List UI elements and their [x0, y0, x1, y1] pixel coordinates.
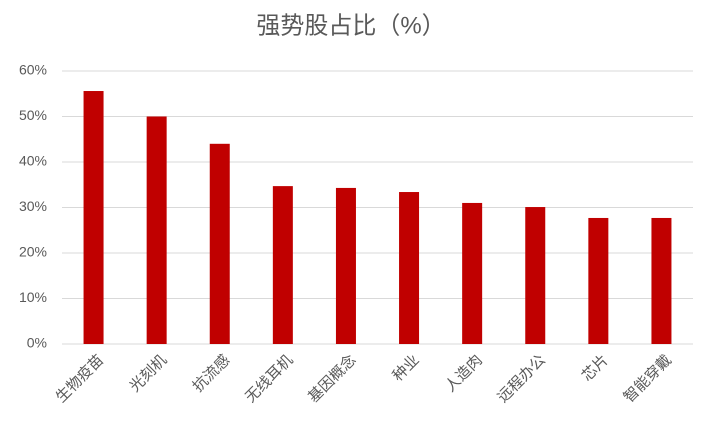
y-tick-label: 10%	[19, 289, 47, 305]
bar	[462, 202, 483, 344]
x-tick-label: 光刻机	[126, 352, 170, 396]
x-tick-label: 智能穿戴	[620, 351, 675, 406]
y-tick-label: 30%	[19, 198, 47, 214]
bar	[651, 217, 672, 344]
x-tick-label: 抗流感	[190, 352, 234, 396]
bar	[146, 116, 167, 344]
y-tick-label: 0%	[27, 335, 47, 351]
x-tick-label: 远程办公	[494, 352, 548, 406]
y-tick-label: 40%	[19, 153, 47, 169]
bar	[335, 187, 356, 344]
bar	[525, 207, 546, 344]
x-tick-label: 种业	[389, 352, 422, 385]
bar	[399, 192, 420, 344]
x-tick-label: 无线耳机	[242, 352, 296, 406]
bar	[83, 91, 104, 345]
y-tick-label: 20%	[19, 244, 47, 260]
x-tick-label: 基因概念	[304, 351, 359, 406]
bar	[272, 186, 293, 344]
bar	[588, 217, 609, 344]
y-tick-label: 50%	[19, 107, 47, 123]
bar	[209, 143, 230, 344]
x-tick-label: 人造肉	[442, 352, 486, 396]
x-tick-label: 生物疫苗	[53, 352, 107, 406]
chart-title: 强势股占比（%）	[256, 12, 445, 39]
y-tick-label: 60%	[19, 62, 47, 78]
x-tick-label: 芯片	[579, 352, 612, 385]
